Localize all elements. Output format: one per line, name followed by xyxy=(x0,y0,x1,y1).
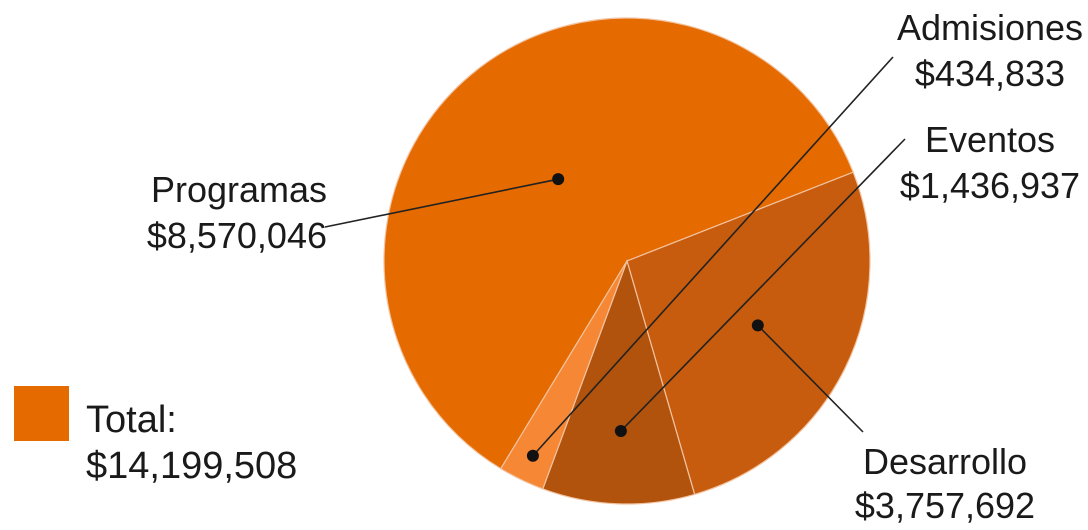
slice-label-desarrollo: Desarrollo xyxy=(863,441,1027,482)
legend-total-swatch xyxy=(14,386,69,441)
leader-line-admisiones xyxy=(532,56,894,457)
slice-label-eventos: Eventos xyxy=(925,119,1055,160)
label-dot-desarrollo xyxy=(751,319,764,332)
slice-label-programas: Programas xyxy=(151,169,327,210)
label-dot-eventos xyxy=(614,424,627,437)
leader-line-eventos xyxy=(620,138,906,432)
leader-line-desarrollo xyxy=(757,324,864,433)
legend-total-label: Total: xyxy=(86,399,177,441)
pie-slice-programas xyxy=(383,17,854,470)
pie-slice-admisiones xyxy=(499,260,628,490)
leader-line-programas xyxy=(324,178,559,228)
label-dot-programas xyxy=(552,173,565,186)
slice-value-admisiones: $434,833 xyxy=(915,53,1065,94)
label-dot-admisiones xyxy=(526,449,539,462)
pie-slices xyxy=(383,17,871,505)
slice-label-admisiones: Admisiones xyxy=(897,7,1083,48)
slice-value-eventos: $1,436,937 xyxy=(900,165,1080,206)
slice-value-programas: $8,570,046 xyxy=(147,215,327,256)
pie-slice-desarrollo xyxy=(626,171,871,496)
pie-slice-eventos xyxy=(542,259,696,505)
pie-labels: Programas $8,570,046 Desarrollo$3,757,692 E… xyxy=(147,7,1083,526)
legend-total-value: $14,199,508 xyxy=(86,445,298,487)
slice-value-desarrollo: $3,757,692 xyxy=(855,485,1035,526)
